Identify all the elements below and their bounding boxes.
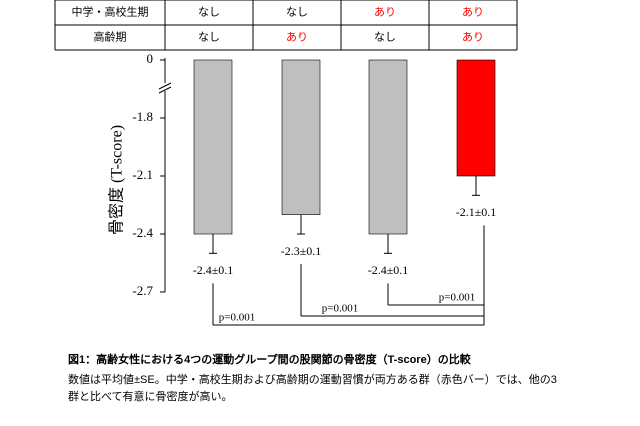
y-tick-label: -2.7 <box>132 283 153 298</box>
error-bar <box>297 214 305 235</box>
y-tick-label: 0 <box>147 51 154 66</box>
y-tick-label: -1.8 <box>132 109 153 124</box>
bar <box>281 59 321 215</box>
error-bar <box>472 176 480 196</box>
y-axis-label: 骨密度 (T-score) <box>108 125 126 235</box>
bar <box>193 59 233 235</box>
value-label: -2.1±0.1 <box>456 205 497 219</box>
table-cell: あり <box>286 30 308 43</box>
row-header: 高齢期 <box>94 29 127 43</box>
value-label: -2.4±0.1 <box>368 263 409 277</box>
bar <box>456 59 496 177</box>
error-bar <box>384 234 392 254</box>
table-cell: あり <box>462 5 484 18</box>
caption-title: 図1：高齢女性における4つの運動グループ間の股関節の骨密度（T-score）の比… <box>68 352 472 366</box>
value-label: -2.4±0.1 <box>193 263 234 277</box>
table-cell: なし <box>286 5 308 18</box>
bar <box>368 59 408 235</box>
p-value: p=0.001 <box>322 303 358 315</box>
table-cell: あり <box>374 5 396 18</box>
p-value: p=0.001 <box>439 292 475 304</box>
caption-line: 群と比べて有意に骨密度が高い。 <box>68 389 233 403</box>
value-label: -2.3±0.1 <box>281 244 322 258</box>
row-header: 中学・高校生期 <box>72 4 149 18</box>
axis-break <box>158 82 172 94</box>
table-cell: なし <box>198 5 220 18</box>
p-value: p=0.001 <box>219 312 255 324</box>
caption-line: 数値は平均値±SE。中学・高校生期および高齢期の運動習慣が両方ある群（赤色バー）… <box>68 372 557 386</box>
error-bar <box>209 234 217 254</box>
y-tick-label: -2.4 <box>132 225 153 240</box>
table-cell: なし <box>198 30 220 43</box>
y-tick-label: -2.1 <box>132 167 153 182</box>
table-cell: なし <box>374 30 396 43</box>
table-cell: あり <box>462 30 484 43</box>
